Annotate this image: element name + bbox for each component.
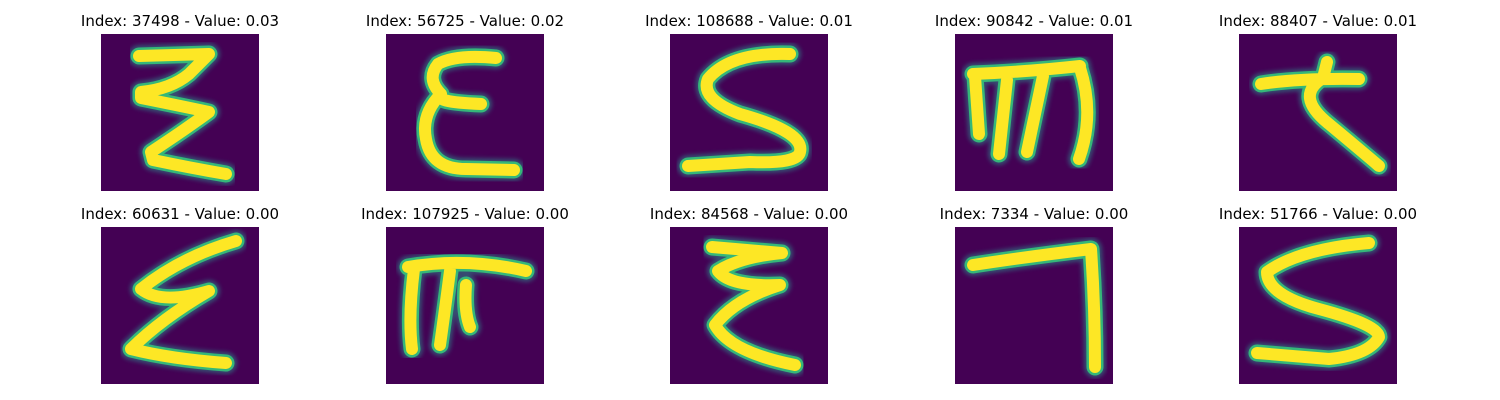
glyph-image — [386, 34, 544, 191]
panel-title: Index: 37498 - Value: 0.03 — [80, 12, 280, 30]
panel-title: Index: 88407 - Value: 0.01 — [1218, 12, 1418, 30]
panel-title: Index: 90842 - Value: 0.01 — [934, 12, 1134, 30]
glyph-image — [670, 227, 828, 384]
panel-title: Index: 7334 - Value: 0.00 — [939, 205, 1129, 223]
panel-title: Index: 108688 - Value: 0.01 — [645, 12, 853, 30]
glyph-image — [386, 227, 544, 384]
panel-title: Index: 84568 - Value: 0.00 — [649, 205, 849, 223]
panel-title: Index: 51766 - Value: 0.00 — [1218, 205, 1418, 223]
panel-title: Index: 56725 - Value: 0.02 — [365, 12, 565, 30]
glyph-image — [955, 34, 1113, 191]
glyph-image — [1239, 34, 1397, 191]
glyph-image — [1239, 227, 1397, 384]
glyph-image — [101, 227, 259, 384]
glyph-image — [670, 34, 828, 191]
panel-title: Index: 60631 - Value: 0.00 — [80, 205, 280, 223]
glyph-image — [955, 227, 1113, 384]
panel-title: Index: 107925 - Value: 0.00 — [361, 205, 569, 223]
glyph-image — [101, 34, 259, 191]
